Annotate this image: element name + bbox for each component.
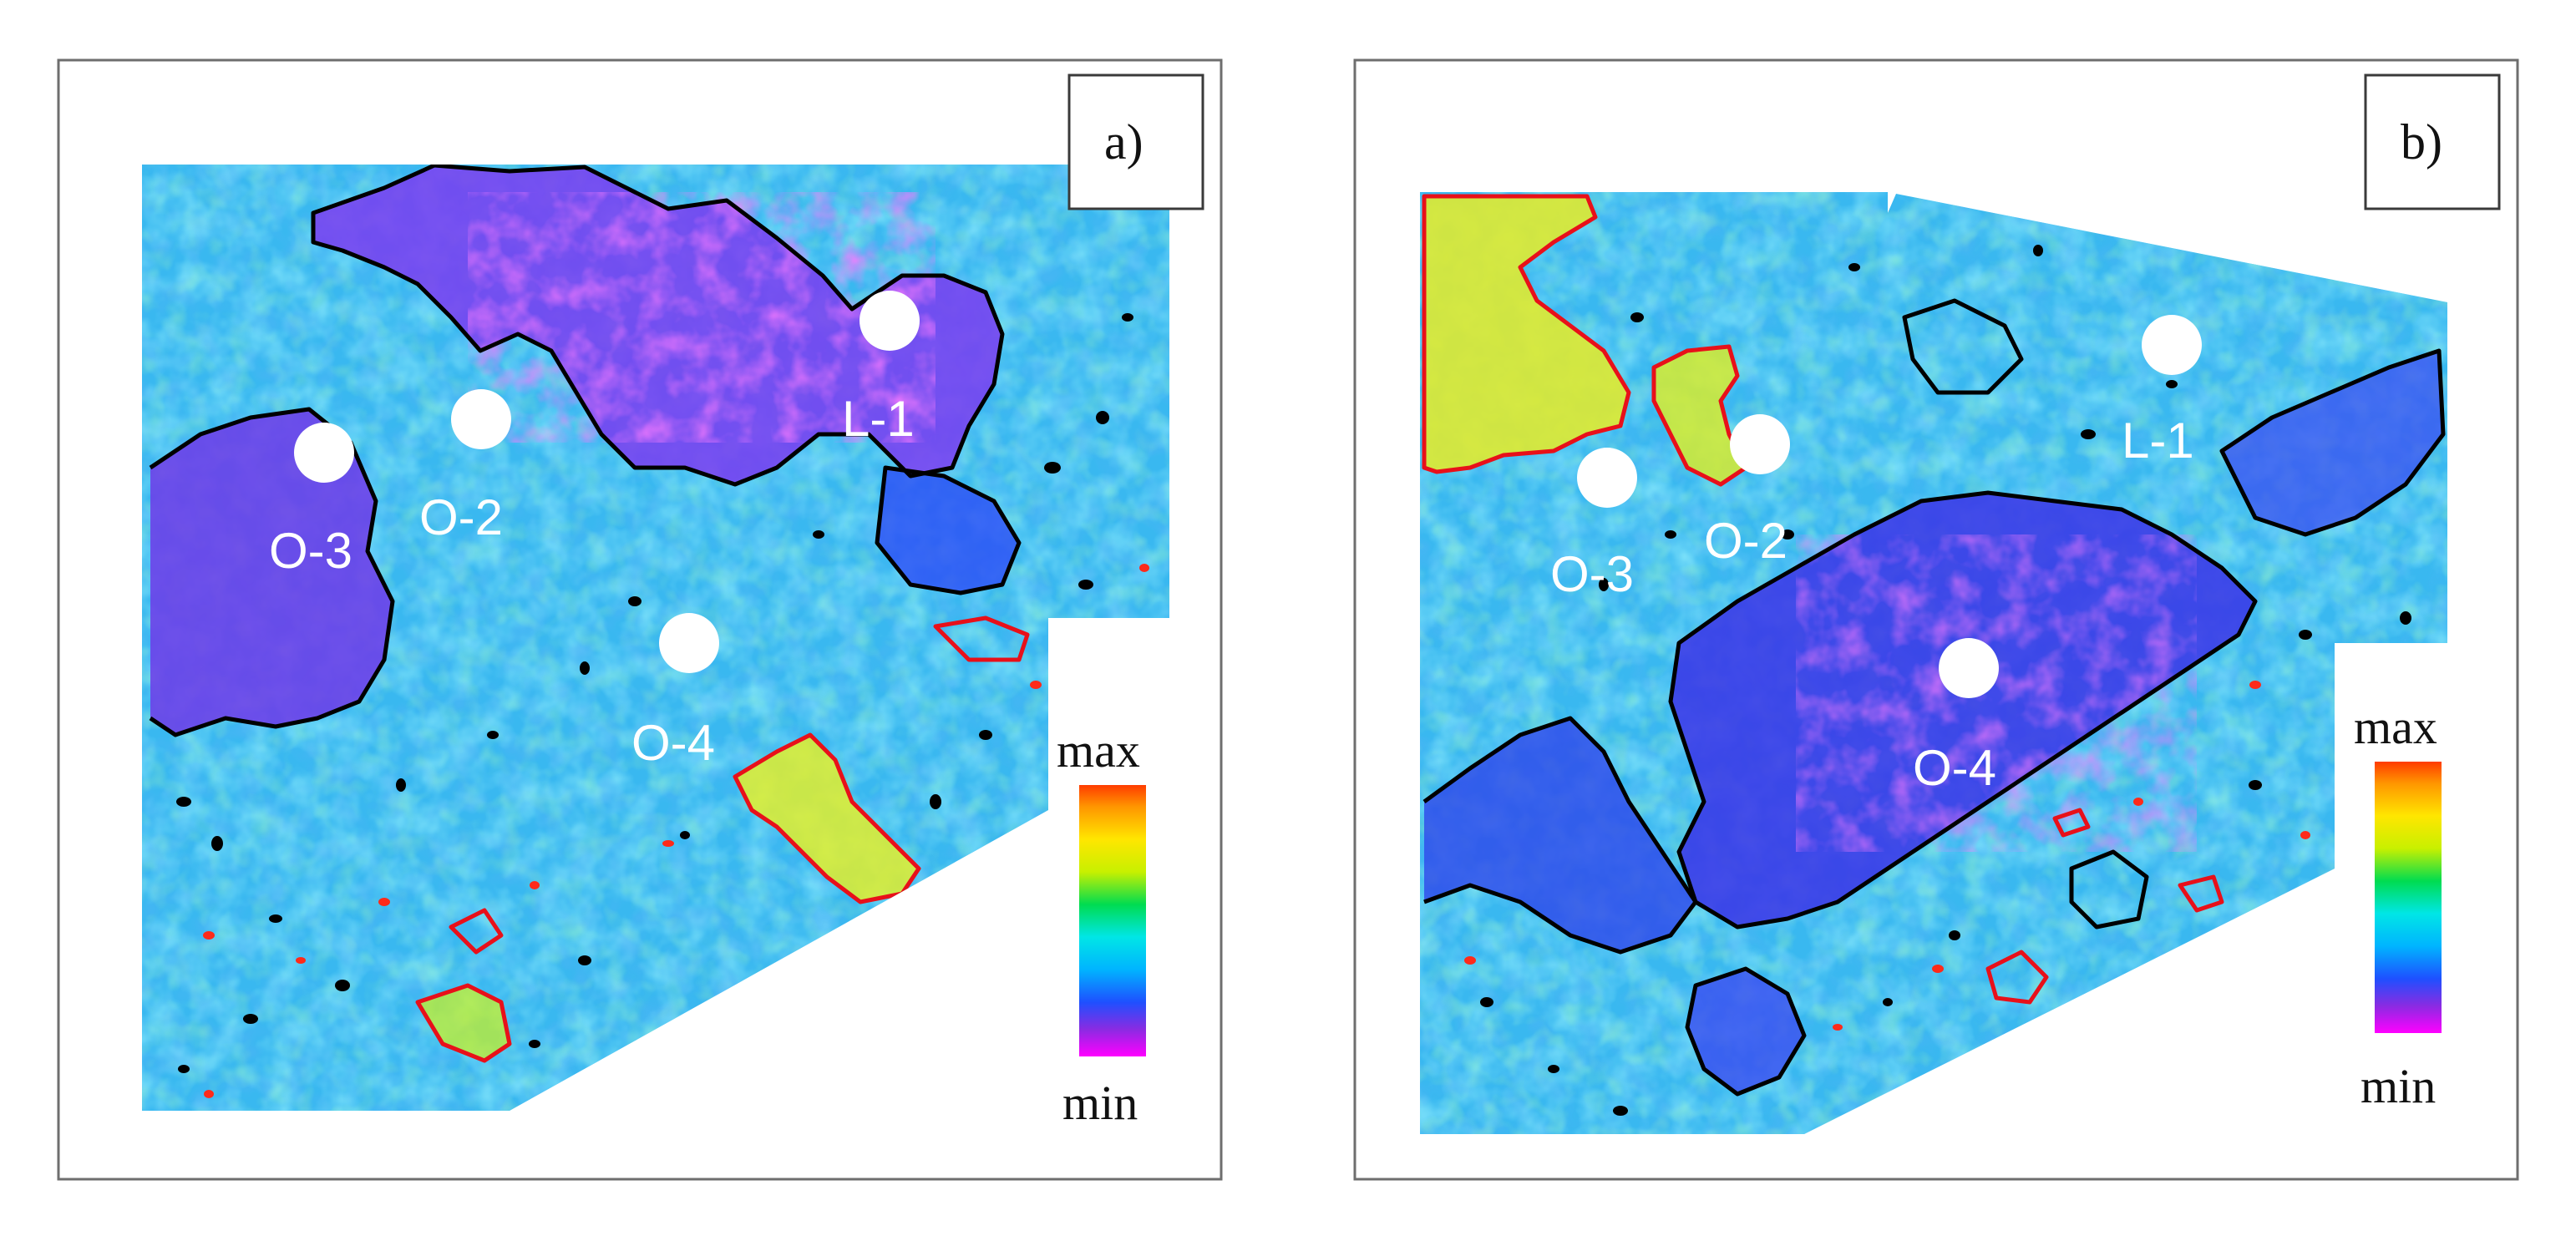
panel-b-low-zone-northeast <box>2222 351 2443 534</box>
panel-b-high-contour-northwest <box>1422 194 1631 474</box>
panel-a-low-contour-north <box>311 165 1005 487</box>
panel-b-low-contour-northeast <box>2219 348 2446 537</box>
panel-a-well-O-2-marker[interactable] <box>451 389 511 449</box>
panel-a-low-zones <box>150 165 1019 735</box>
panel-a-tag-box <box>1067 73 1204 210</box>
panel-a-color-scale: max min <box>1057 723 1146 1130</box>
panel-a-high-contour-east <box>933 615 1030 662</box>
panel-b-low-zone-central-core <box>1796 534 2197 852</box>
panel-b: L-1 O-2 O-3 O-4 b) max min <box>1353 58 2519 1181</box>
panel-a: L-1 O-2 O-3 O-4 a) max min <box>57 58 1223 1181</box>
panel-a-well-O-3-label: O-3 <box>269 523 352 579</box>
panel-b-high-contour-south-3 <box>2052 808 2091 838</box>
panel-a-wells: L-1 O-2 O-3 O-4 <box>269 291 920 771</box>
panel-a-high-zone-southeast <box>735 735 919 902</box>
panel-a-well-O-4-label: O-4 <box>631 715 715 771</box>
panel-a-scale-max-label: max <box>1057 723 1140 778</box>
panel-a-high-contour-small <box>449 908 504 955</box>
panel-b-well-O-3-label: O-3 <box>1550 546 1634 602</box>
panel-b-well-O-3-marker[interactable] <box>1577 448 1637 508</box>
panel-b-well-O-4-label: O-4 <box>1913 740 1996 796</box>
panel-a-well-O-4-marker[interactable] <box>659 613 719 673</box>
panel-b-low-zone-southwest <box>1424 718 1696 952</box>
panel-a-well-L-1-label: L-1 <box>842 391 915 447</box>
panel-a-color-bar <box>1079 785 1146 1056</box>
panel-a-high-contour-southwest <box>415 983 512 1063</box>
panel-a-low-contour-east <box>875 465 1022 595</box>
panel-b-low-contour-south <box>1685 966 1807 1097</box>
panel-b-well-O-4-marker[interactable] <box>1939 638 1999 698</box>
panel-b-color-bar <box>2375 762 2442 1033</box>
panel-b-red-speckles <box>1464 681 2310 1031</box>
panel-b-color-scale: max min <box>2354 700 2442 1113</box>
panel-b-tag: b) <box>2401 114 2442 170</box>
panel-b-wells: L-1 O-2 O-3 O-4 <box>1550 315 2202 796</box>
panel-b-high-zone-northwest <box>1424 196 1629 472</box>
panel-b-low-contour-southwest <box>1422 716 1698 955</box>
panel-b-well-O-2-label: O-2 <box>1704 513 1787 569</box>
panel-b-low-contour-north <box>1902 298 2024 395</box>
panel-a-high-zones <box>418 735 919 1061</box>
panel-b-low-contour-east <box>2069 849 2149 930</box>
panel-a-red-speckles <box>203 564 1149 1098</box>
panel-a-low-contour-west <box>149 407 395 737</box>
panel-a-low-zone-west <box>150 409 393 735</box>
panel-a-high-contour-southeast <box>733 732 921 904</box>
panel-b-well-L-1-label: L-1 <box>2122 413 2194 469</box>
panel-b-high-contour-south-1 <box>1985 950 2049 1005</box>
panel-a-well-O-3-marker[interactable] <box>294 423 354 483</box>
panel-b-low-contour-central <box>1668 490 2258 930</box>
panel-b-well-O-2-marker[interactable] <box>1730 414 1790 474</box>
panel-b-speckles <box>1480 245 2411 1116</box>
panel-a-tag: a) <box>1104 114 1143 170</box>
panel-a-well-O-2-label: O-2 <box>419 489 503 545</box>
panel-b-scale-min-label: min <box>2360 1059 2436 1113</box>
panel-a-low-zone-east <box>877 468 1019 593</box>
panel-b-tag-box <box>2364 73 2501 210</box>
panel-a-speckles <box>176 313 1133 1073</box>
panel-b-map <box>1420 192 2447 1134</box>
panel-a-low-zone-north-core <box>468 192 936 443</box>
panel-b-high-contour-south-2 <box>2178 874 2224 913</box>
panel-b-well-L-1-marker[interactable] <box>2142 315 2202 375</box>
panel-b-scale-max-label: max <box>2354 700 2437 754</box>
panel-a-scale-min-label: min <box>1062 1076 1138 1130</box>
panel-a-high-zone-southwest <box>418 985 510 1061</box>
panel-b-high-zone-north <box>1654 347 1746 484</box>
panel-b-low-zone-south <box>1687 969 1804 1094</box>
panel-a-well-L-1-marker[interactable] <box>860 291 920 351</box>
